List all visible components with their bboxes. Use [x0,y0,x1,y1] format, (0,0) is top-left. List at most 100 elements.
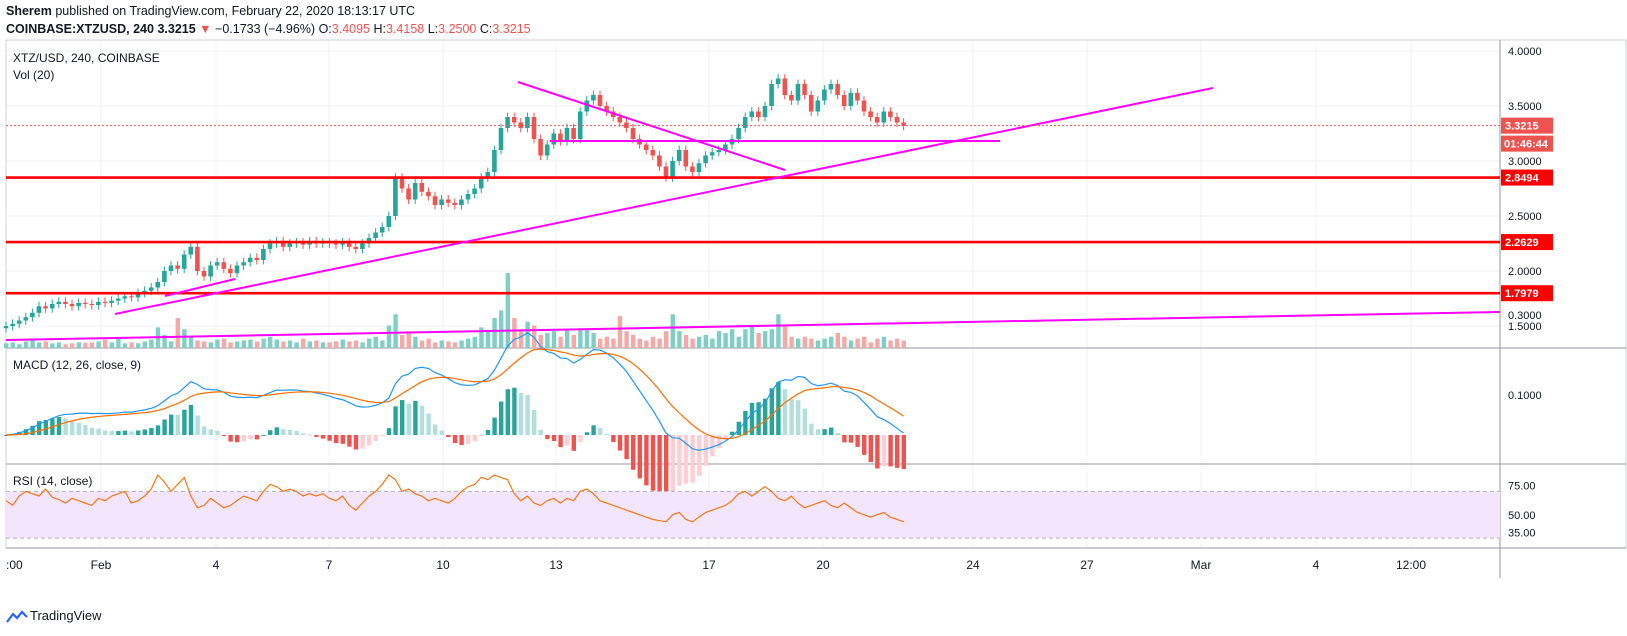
macd-tick-1: 0.1000 [1508,390,1542,402]
candle-body [749,111,755,117]
candle-body [148,287,154,291]
volume-bar [254,341,260,348]
macd-hist-bar [353,435,359,450]
price-chart[interactable]: 2.8494 2.2629 1.7979 3.3215 01:46:44 4.0000 3.… [0,0,1627,600]
macd-hist-bar [538,429,543,435]
macd-tick-0: 0.3000 [1508,310,1542,322]
volume-bar [551,331,557,348]
candle-body [538,139,543,156]
macd-hist-bar [254,435,260,440]
candle-body [221,262,227,269]
candle-body [459,199,464,205]
candle-body [300,242,306,245]
macd-hist-bar [175,414,180,435]
time-tick-4: 10 [436,558,450,572]
candle-body [498,128,504,150]
volume-bar [103,339,108,348]
volume-bar [426,338,431,348]
time-tick-9: 27 [1080,558,1094,572]
macd-hist-bar [822,429,827,435]
volume-bar [459,340,464,348]
candle-body [762,106,768,117]
candle-body [109,300,114,303]
candle-body [894,117,900,123]
macd-hist-bar [518,393,524,435]
volume-bar [505,273,510,348]
macd-hist-bar [723,435,728,440]
candle-body [102,301,108,303]
macd-hist-bar [23,429,29,435]
candle-body [30,312,35,318]
macd-hist-bar [439,430,444,435]
candle-body [617,117,623,123]
macd-hist-bar [756,402,761,435]
volume-bar [538,334,543,348]
volume-bar [677,331,682,348]
volume-bar [287,340,293,348]
volume-bar [868,342,873,348]
volume-bar [446,341,451,348]
high-label: H: [373,22,387,36]
candle-body [188,246,194,255]
candle-body [808,95,814,112]
trend-line-0 [114,87,1214,315]
macd-hist-bar [294,430,299,435]
macd-hist-bar [76,422,81,435]
macd-hist-bar [37,421,42,435]
volume-bar [670,314,675,348]
pair-title: XTZ/USD, 240, COINBASE [13,51,160,65]
macd-hist-bar [749,402,755,435]
tradingview-logo-icon [6,610,28,623]
volume-bar [334,341,339,348]
macd-hist-bar [505,389,510,435]
macd-hist-bar [485,429,491,435]
macd-hist-bar [307,434,312,436]
volume-bar [584,329,590,348]
candle-body [690,166,695,172]
candle-body [868,111,873,117]
level-tag-1: 2.2629 [1505,237,1539,249]
low-label: L: [427,22,439,36]
candle-body [525,117,530,128]
macd-hist-bar [89,427,95,435]
candle-body [604,106,609,112]
candle-body [155,282,161,288]
rsi-band [6,491,1500,539]
volume-bar [261,338,266,348]
author-name[interactable]: Sherem [6,4,52,18]
macd-hist-bar [769,388,774,435]
candle-body [789,95,794,101]
volume-bar [182,329,187,348]
macd-hist-bar [281,429,286,435]
volume-bar [221,338,227,348]
volume-bar [862,336,867,348]
macd-hist-bar [182,409,187,435]
rsi-line [5,474,904,523]
macd-hist-bar [472,435,477,442]
macd-hist-bar [56,417,62,435]
candle-body [162,271,167,282]
candle-body [492,150,497,172]
volume-bar [76,342,81,348]
candle-body [716,150,722,153]
macd-hist-bar [228,435,233,442]
candle-body [247,257,253,263]
macd-hist-bar [83,425,88,435]
time-tick-12: 12:00 [1396,558,1426,572]
macd-hist-bar [842,435,847,443]
volume-bar [347,341,352,348]
volume-bar [367,338,372,348]
candle-body [881,111,887,123]
macd-hist-bar [578,435,583,442]
candle-body [756,111,761,117]
volume-bar [241,340,246,348]
tradingview-brand[interactable]: TradingView [30,608,102,623]
volume-bar [274,339,279,348]
candle-body [129,296,134,298]
rsi-tick-1: 50.00 [1508,510,1536,522]
macd-hist-bar [802,408,807,435]
volume-bar [730,329,735,348]
candle-body [49,304,55,309]
candle-body [36,306,42,313]
macd-hist-bar [314,435,319,437]
